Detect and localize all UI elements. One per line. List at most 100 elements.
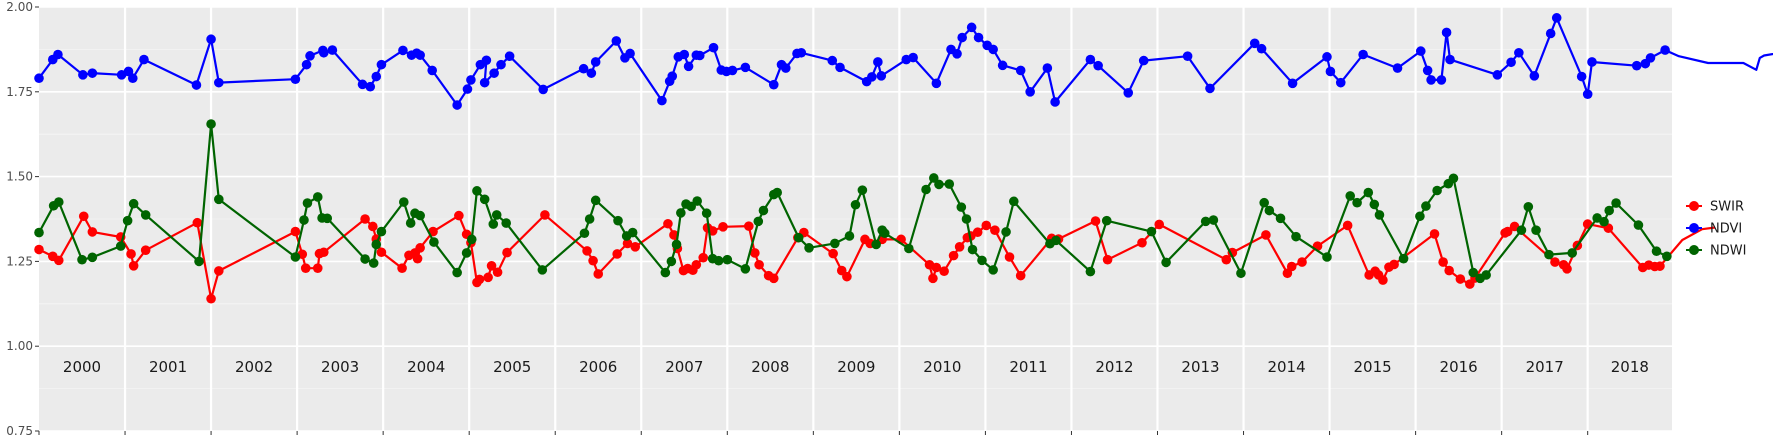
data-point-ndvi (781, 63, 791, 73)
data-point-ndwi (967, 244, 978, 255)
data-point-ndvi (1576, 71, 1587, 82)
data-point-swir (972, 227, 983, 238)
data-point-ndvi (479, 77, 490, 88)
data-point-ndvi (538, 84, 548, 95)
data-point-ndwi (77, 254, 87, 265)
data-point-ndwi (299, 215, 309, 225)
data-point-ndvi (1138, 55, 1149, 66)
data-point-ndvi (997, 60, 1008, 71)
data-point-swir (931, 262, 942, 273)
data-point-ndwi (1352, 197, 1362, 208)
data-point-ndwi (415, 210, 425, 221)
data-point-ndvi (371, 71, 382, 82)
data-point-ndvi (973, 32, 984, 43)
data-point-ndvi (34, 73, 44, 84)
legend-key-dot (1689, 201, 1699, 211)
data-point-swir (540, 210, 550, 220)
data-point-ndvi (1441, 27, 1452, 38)
data-point-ndvi (988, 44, 998, 55)
data-point-swir (1090, 216, 1101, 226)
data-point-swir (718, 222, 728, 232)
data-point-ndwi (399, 197, 409, 207)
data-point-ndvi (489, 68, 499, 78)
year-label: 2001 (149, 358, 187, 376)
legend-item-ndvi: NDVI (1686, 222, 1742, 237)
data-point-ndvi (1358, 49, 1368, 60)
data-point-swir (928, 273, 938, 284)
data-point-ndvi (827, 55, 838, 66)
data-point-ndwi (1200, 216, 1211, 227)
data-point-ndvi (481, 55, 492, 66)
data-point-swir (1429, 229, 1440, 239)
data-point-ndvi (952, 49, 962, 59)
data-point-ndwi (1001, 227, 1011, 237)
data-point-swir (192, 217, 203, 228)
data-point-swir (1297, 257, 1307, 267)
year-label: 2014 (1267, 358, 1305, 376)
data-point-swir (214, 266, 224, 276)
data-point-ndwi (472, 186, 482, 196)
data-point-swir (990, 225, 1000, 235)
data-point-swir (1655, 261, 1665, 271)
data-point-swir (1221, 254, 1232, 265)
data-point-swir (663, 218, 673, 229)
data-point-ndwi (879, 228, 890, 239)
data-point-ndvi (1587, 57, 1597, 67)
data-point-ndvi (1529, 71, 1540, 81)
data-point-ndwi (206, 119, 216, 129)
data-point-ndvi (191, 80, 202, 90)
data-point-ndvi (1335, 77, 1346, 88)
data-point-swir (128, 261, 139, 271)
data-point-ndwi (722, 254, 733, 265)
year-label: 2004 (407, 358, 445, 376)
year-label: 2002 (235, 358, 273, 376)
data-point-ndwi (1101, 215, 1112, 226)
data-point-ndwi (466, 234, 477, 245)
data-point-swir (939, 266, 949, 277)
data-point-ndwi (1415, 211, 1425, 222)
data-point-ndwi (1398, 253, 1409, 264)
data-point-ndvi (1631, 60, 1642, 71)
data-point-ndvi (1093, 60, 1103, 71)
data-point-ndvi (590, 57, 601, 67)
y-tick-label: 1.75 (6, 85, 33, 99)
data-point-ndwi (479, 194, 490, 205)
data-point-ndwi (921, 184, 931, 195)
data-point-ndwi (461, 248, 472, 258)
data-point-ndvi (462, 84, 473, 94)
data-point-ndwi (1236, 268, 1246, 279)
data-point-ndwi (1208, 215, 1219, 225)
data-point-swir (768, 273, 779, 284)
data-point-ndwi (1259, 197, 1269, 208)
data-point-ndwi (627, 227, 638, 238)
data-point-swir (397, 263, 407, 273)
data-point-ndvi (1645, 53, 1656, 63)
data-point-swir (593, 269, 604, 279)
data-point-ndwi (1633, 220, 1644, 230)
data-point-ndwi (1662, 251, 1672, 262)
data-point-ndwi (1161, 257, 1171, 268)
data-point-ndvi (1182, 51, 1193, 61)
data-point-ndwi (590, 195, 601, 206)
data-point-swir (483, 272, 493, 283)
data-point-ndwi (977, 255, 987, 266)
data-point-ndvi (365, 81, 376, 92)
data-point-ndwi (844, 231, 855, 241)
data-point-ndwi (322, 213, 333, 224)
data-point-ndwi (488, 219, 499, 229)
data-point-ndvi (398, 45, 408, 56)
data-point-ndwi (290, 252, 301, 262)
data-point-ndvi (427, 65, 437, 76)
data-point-ndwi (753, 216, 764, 227)
data-point-swir (474, 274, 485, 285)
year-label: 2016 (1440, 358, 1478, 376)
year-label: 2011 (1009, 358, 1047, 376)
series-layer (34, 13, 1773, 304)
data-point-ndwi (376, 226, 387, 237)
year-label: 2012 (1095, 358, 1133, 376)
data-point-ndwi (1544, 249, 1554, 260)
data-point-ndwi (1481, 270, 1491, 280)
data-point-ndvi (1436, 75, 1447, 85)
data-point-ndwi (194, 256, 204, 267)
